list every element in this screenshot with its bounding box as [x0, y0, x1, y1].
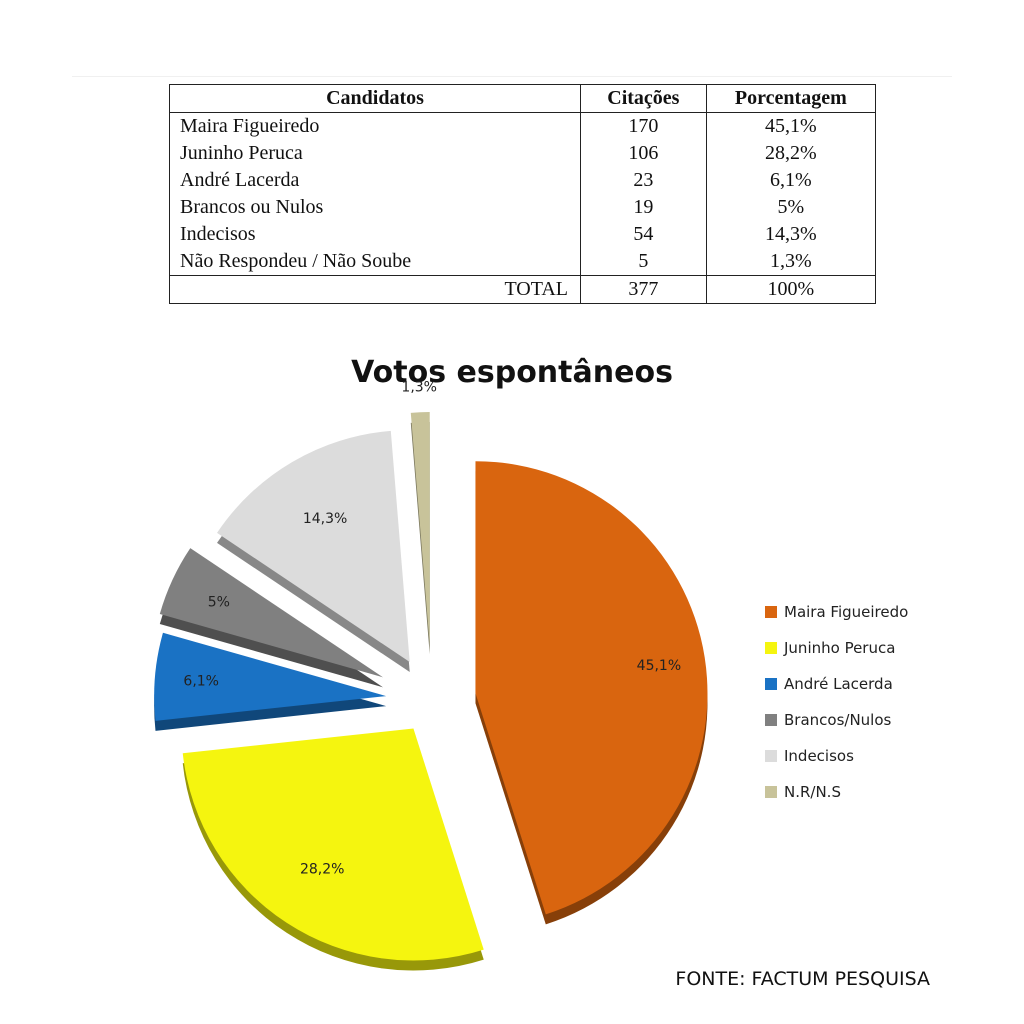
candidate-citations: 54 [580, 221, 707, 248]
legend-label: André Lacerda [784, 675, 893, 693]
header-candidatos: Candidatos [168, 84, 582, 113]
top-divider [72, 76, 952, 77]
legend-label: Maira Figueiredo [784, 603, 909, 621]
legend-swatch [765, 786, 777, 798]
candidate-name: Juninho Peruca [168, 140, 582, 167]
chart-legend: Maira Figueiredo Juninho Peruca André Lace… [765, 594, 908, 810]
pie-slice-1 [475, 461, 708, 925]
pie-data-label: 5% [208, 594, 230, 610]
candidate-percent: 28,2% [705, 140, 877, 167]
legend-swatch [765, 750, 777, 762]
candidate-name: André Lacerda [168, 167, 582, 194]
legend-swatch [765, 642, 777, 654]
candidate-citations: 23 [580, 167, 707, 194]
table-total-row: TOTAL 377 100% [168, 275, 877, 304]
table-row: André Lacerda 23 6,1% [168, 167, 877, 194]
pie-slice-2 [182, 728, 484, 971]
header-citacoes: Citações [580, 84, 707, 113]
pie-slice-face [410, 412, 430, 645]
candidate-name: Brancos ou Nulos [168, 194, 582, 221]
legend-swatch [765, 678, 777, 690]
pie-data-label: 45,1% [637, 658, 681, 674]
pie-slice-face [154, 632, 387, 721]
pie-slice-3 [154, 632, 387, 731]
pie-slice-6 [410, 412, 430, 655]
candidate-name: Indecisos [168, 221, 582, 248]
pie-slice-face [159, 548, 383, 678]
table-header-row: Candidatos Citações Porcentagem [168, 84, 877, 113]
legend-item: N.R/N.S [765, 774, 908, 810]
source-note: FONTE: FACTUM PESQUISA [675, 968, 930, 990]
pie-slice-face [475, 461, 708, 915]
legend-swatch [765, 606, 777, 618]
legend-label: Juninho Peruca [784, 639, 896, 657]
total-percent: 100% [705, 275, 877, 304]
pie-data-label: 1,3% [401, 380, 437, 396]
table-row: Maira Figueiredo 170 45,1% [168, 112, 877, 140]
pie-slice-5 [217, 430, 410, 673]
results-table: Candidatos Citações Porcentagem Maira Fi… [168, 84, 877, 304]
table-row: Juninho Peruca 106 28,2% [168, 140, 877, 167]
chart-title: Votos espontâneos [351, 355, 673, 390]
legend-item: Indecisos [765, 738, 908, 774]
pie-slice-4 [159, 548, 383, 688]
legend-item: Maira Figueiredo [765, 594, 908, 630]
candidate-percent: 5% [705, 194, 877, 221]
pie-slice-face [182, 728, 484, 961]
total-label: TOTAL [168, 275, 582, 304]
candidate-percent: 1,3% [705, 248, 877, 276]
candidate-name: Não Respondeu / Não Soube [168, 248, 582, 276]
pie-slice-face [217, 430, 410, 663]
table-row: Brancos ou Nulos 19 5% [168, 194, 877, 221]
candidate-name: Maira Figueiredo [168, 112, 582, 140]
legend-label: N.R/N.S [784, 783, 841, 801]
legend-item: Juninho Peruca [765, 630, 908, 666]
candidate-citations: 19 [580, 194, 707, 221]
candidate-percent: 6,1% [705, 167, 877, 194]
legend-swatch [765, 714, 777, 726]
table-row: Não Respondeu / Não Soube 5 1,3% [168, 248, 877, 276]
legend-item: André Lacerda [765, 666, 908, 702]
header-porcentagem: Porcentagem [705, 84, 877, 113]
candidate-percent: 45,1% [705, 112, 877, 140]
pie-data-label: 14,3% [303, 511, 347, 527]
legend-label: Indecisos [784, 747, 854, 765]
table-row: Indecisos 54 14,3% [168, 221, 877, 248]
legend-label: Brancos/Nulos [784, 711, 892, 729]
total-citations: 377 [580, 275, 707, 304]
legend-item: Brancos/Nulos [765, 702, 908, 738]
pie-data-label: 28,2% [300, 861, 344, 877]
pie-data-label: 6,1% [183, 673, 219, 689]
candidate-citations: 5 [580, 248, 707, 276]
candidate-percent: 14,3% [705, 221, 877, 248]
